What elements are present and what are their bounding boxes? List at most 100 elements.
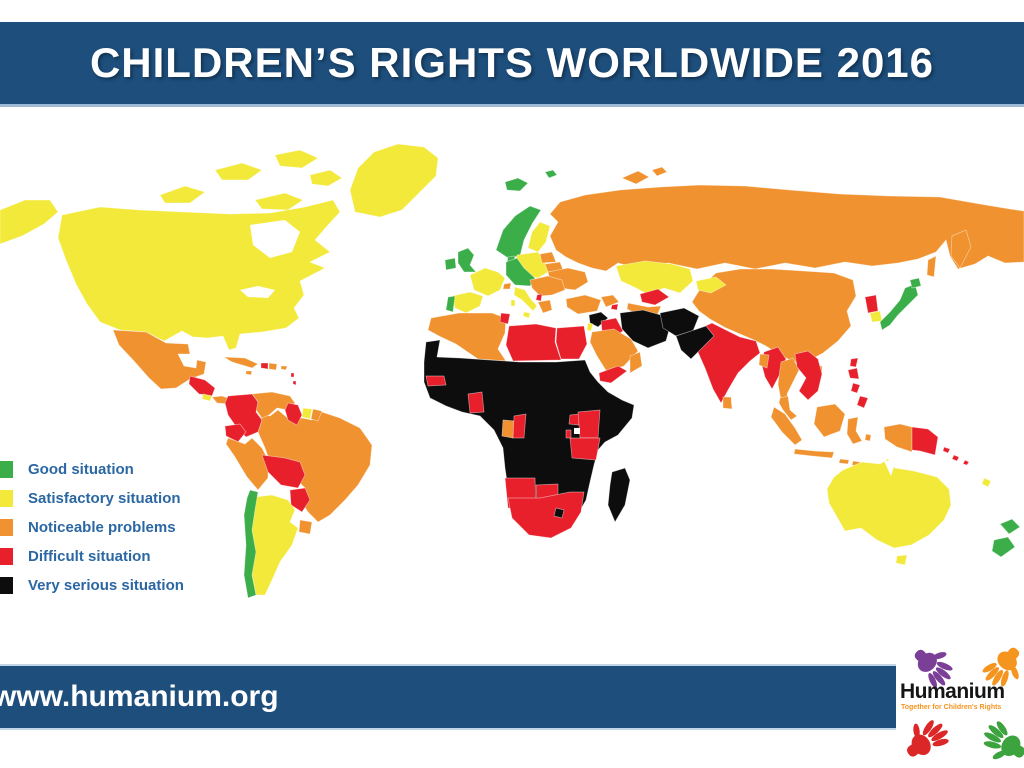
region-papua-west [883,423,913,453]
region-uruguay [298,519,313,535]
region-japan [879,283,919,331]
region-egypt [555,325,588,360]
legend-item-good: Good situation [0,455,184,484]
region-taiwan [849,357,859,368]
region-antilles-1 [290,372,295,378]
region-lake-victoria [574,428,580,434]
region-saudi-arabia [589,328,639,373]
region-balkans [529,275,566,297]
hand-icon-bottom-right [973,716,1024,768]
logo-wordmark: Humanium [900,680,1005,703]
region-ghana [467,391,485,414]
region-solomon-1 [942,446,951,454]
map-legend: Good situation Satisfactory situation Noti… [0,455,184,600]
region-iceland [504,177,529,192]
legend-label-noticeable: Noticeable problems [28,519,176,536]
region-africa-central [423,339,635,516]
region-gulf-of-carpentaria [884,460,896,476]
region-antilles-2 [292,380,297,386]
region-moluccas [864,433,872,442]
legend-label-very_serious: Very serious situation [28,577,184,594]
region-south-korea [869,310,883,323]
region-senegal [425,375,447,387]
region-china [691,268,857,363]
region-new-zealand-north [999,518,1021,535]
region-italy [513,286,538,312]
region-armenia [610,303,619,311]
page-title: CHILDREN’S RIGHTS WORLDWIDE 2016 [89,39,935,86]
region-novaya-zemlya-2 [651,166,668,177]
region-yemen [598,365,628,384]
region-sakhalin [926,255,937,278]
region-india [695,322,761,404]
region-arctic-island-3 [274,149,319,169]
region-java [793,448,835,459]
legend-swatch-good [0,461,13,478]
legend-label-good: Good situation [28,461,134,478]
region-hudson-bay [250,220,300,258]
region-sardinia [510,299,516,307]
region-hokkaido [909,277,922,289]
region-tunisia [499,312,511,325]
legend-swatch-satisfactory [0,490,13,507]
region-madagascar [607,467,631,523]
region-kamchatka [950,229,972,269]
region-morocco-algeria [427,312,507,362]
region-caucasus [600,294,620,308]
legend-item-difficult: Difficult situation [0,542,184,571]
footer-bar: www.humanium.org [0,664,900,730]
region-arctic-island-2 [214,162,263,181]
region-vietnam-laos-cambodia [794,350,823,401]
region-kazakhstan [615,260,694,296]
region-australia [826,458,952,549]
region-congo [512,413,527,439]
region-argentina [249,494,299,596]
region-south-africa [507,491,585,539]
region-kenya [577,409,601,439]
legend-item-very_serious: Very serious situation [0,571,184,600]
region-solomon-2 [951,454,960,462]
region-paraguay [289,487,311,513]
region-uzbekistan [639,288,670,306]
region-turkey [565,294,602,315]
region-north-korea [864,294,879,314]
region-ireland [444,257,457,271]
region-arctic-island-4 [254,192,304,211]
region-spain [451,291,484,314]
region-iran [619,309,672,349]
region-papua-new-guinea [911,426,939,456]
region-jamaica [245,370,253,376]
region-alaska [0,199,59,245]
region-guyana [284,402,303,426]
region-switzerland [502,282,512,290]
region-israel [586,322,594,332]
region-solomon-3 [962,459,970,466]
region-arctic-island-1 [159,185,206,204]
region-cuba [223,356,259,369]
region-pakistan [675,325,715,360]
website-url: www.humanium.org [0,680,279,713]
region-uk [457,247,477,273]
region-french-guiana [310,408,323,422]
region-lesotho [553,507,565,519]
region-suriname [301,407,313,420]
region-ecuador [224,423,247,443]
hand-icon-bottom-left [896,709,955,767]
region-philippines-2 [850,382,861,394]
region-malay-peninsula [778,395,798,421]
region-central-america [188,375,216,397]
region-finland [527,221,551,253]
region-sulawesi [846,416,863,445]
region-tasmania [895,554,908,566]
region-haiti [260,362,269,370]
region-france [469,267,506,297]
region-rwanda-burundi [565,429,572,439]
region-new-zealand-south [991,536,1016,558]
region-sicily [522,311,531,319]
region-colombia [224,393,263,438]
region-borneo [813,403,846,438]
legend-swatch-very_serious [0,577,13,594]
region-novaya-zemlya-1 [621,170,650,185]
header-bar: CHILDREN’S RIGHTS WORLDWIDE 2016 [0,22,1024,107]
